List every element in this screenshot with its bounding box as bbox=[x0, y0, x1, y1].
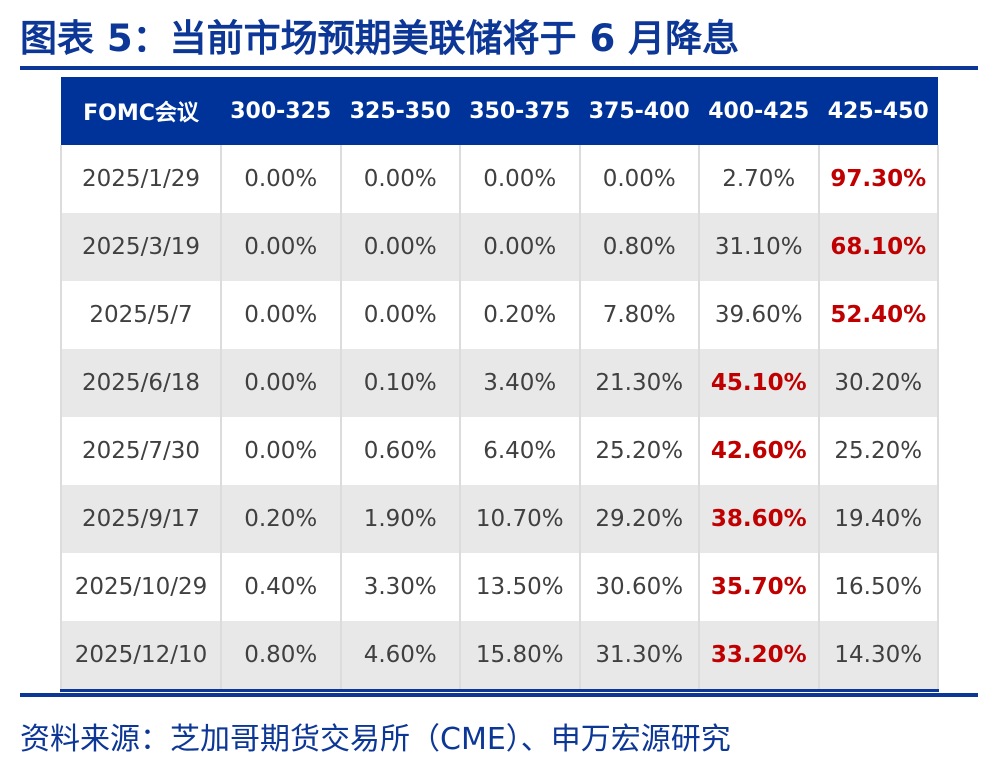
column-header-375-400: 375-400 bbox=[579, 77, 699, 145]
meeting-date: 2025/9/17 bbox=[60, 485, 221, 553]
highlighted-probability-cell: 45.10% bbox=[698, 349, 819, 417]
meeting-date: 2025/12/10 bbox=[60, 621, 221, 692]
meeting-date: 2025/5/7 bbox=[60, 281, 221, 349]
probability-cell: 0.00% bbox=[220, 417, 341, 485]
probability-cell: 6.40% bbox=[459, 417, 580, 485]
table-row: 2025/12/10 0.80% 4.60% 15.80% 31.30% 33.… bbox=[60, 621, 939, 692]
probability-cell: 15.80% bbox=[459, 621, 580, 692]
probability-cell: 29.20% bbox=[578, 485, 699, 553]
highlighted-probability-cell: 42.60% bbox=[698, 417, 819, 485]
probability-cell: 30.60% bbox=[578, 553, 699, 621]
probability-cell: 0.40% bbox=[220, 553, 341, 621]
table-row: 2025/9/17 0.20% 1.90% 10.70% 29.20% 38.6… bbox=[60, 485, 939, 553]
meeting-date: 2025/7/30 bbox=[60, 417, 221, 485]
probability-cell: 31.10% bbox=[698, 213, 819, 281]
meeting-date: 2025/3/19 bbox=[60, 213, 221, 281]
probability-cell: 7.80% bbox=[578, 281, 699, 349]
probability-cell: 13.50% bbox=[459, 553, 580, 621]
probability-cell: 0.00% bbox=[220, 213, 341, 281]
probability-cell: 0.00% bbox=[339, 145, 460, 213]
probability-cell: 0.00% bbox=[339, 281, 460, 349]
fomc-probability-table: FOMC会议 300-325 325-350 350-375 375-400 4… bbox=[60, 77, 939, 692]
source-note: 资料来源：芝加哥期货交易所（CME）、申万宏源研究 bbox=[20, 722, 731, 757]
probability-cell: 2.70% bbox=[698, 145, 819, 213]
probability-cell: 0.00% bbox=[459, 213, 580, 281]
highlighted-probability-cell: 38.60% bbox=[698, 485, 819, 553]
title-divider bbox=[20, 66, 978, 70]
probability-cell: 1.90% bbox=[339, 485, 460, 553]
probability-cell: 0.00% bbox=[339, 213, 460, 281]
table-row: 2025/3/19 0.00% 0.00% 0.00% 0.80% 31.10%… bbox=[60, 213, 939, 281]
probability-cell: 4.60% bbox=[339, 621, 460, 692]
probability-cell: 25.20% bbox=[817, 417, 939, 485]
table-row: 2025/5/7 0.00% 0.00% 0.20% 7.80% 39.60% … bbox=[60, 281, 939, 349]
footer-divider bbox=[20, 693, 978, 697]
table-row: 2025/1/29 0.00% 0.00% 0.00% 0.00% 2.70% … bbox=[60, 145, 939, 213]
column-header-425-450: 425-450 bbox=[818, 77, 938, 145]
probability-cell: 0.00% bbox=[459, 145, 580, 213]
probability-cell: 0.60% bbox=[339, 417, 460, 485]
probability-cell: 0.10% bbox=[339, 349, 460, 417]
probability-cell: 0.00% bbox=[220, 145, 341, 213]
highlighted-probability-cell: 33.20% bbox=[698, 621, 819, 692]
probability-cell: 30.20% bbox=[817, 349, 939, 417]
table-header-row: FOMC会议 300-325 325-350 350-375 375-400 4… bbox=[61, 77, 938, 145]
probability-cell: 31.30% bbox=[578, 621, 699, 692]
probability-cell: 0.80% bbox=[578, 213, 699, 281]
column-header-325-350: 325-350 bbox=[340, 77, 460, 145]
probability-cell: 0.00% bbox=[220, 349, 341, 417]
probability-cell: 25.20% bbox=[578, 417, 699, 485]
meeting-date: 2025/1/29 bbox=[60, 145, 221, 213]
probability-cell: 0.80% bbox=[220, 621, 341, 692]
probability-cell: 3.40% bbox=[459, 349, 580, 417]
probability-cell: 0.00% bbox=[220, 281, 341, 349]
probability-cell: 16.50% bbox=[817, 553, 939, 621]
column-header-300-325: 300-325 bbox=[221, 77, 341, 145]
probability-cell: 0.20% bbox=[220, 485, 341, 553]
highlighted-probability-cell: 97.30% bbox=[817, 145, 939, 213]
table-row: 2025/10/29 0.40% 3.30% 13.50% 30.60% 35.… bbox=[60, 553, 939, 621]
probability-cell: 3.30% bbox=[339, 553, 460, 621]
highlighted-probability-cell: 52.40% bbox=[817, 281, 939, 349]
highlighted-probability-cell: 68.10% bbox=[817, 213, 939, 281]
meeting-date: 2025/6/18 bbox=[60, 349, 221, 417]
figure-title: 图表 5：当前市场预期美联储将于 6 月降息 bbox=[20, 17, 740, 60]
probability-cell: 0.20% bbox=[459, 281, 580, 349]
probability-cell: 14.30% bbox=[817, 621, 939, 692]
table-row: 2025/6/18 0.00% 0.10% 3.40% 21.30% 45.10… bbox=[60, 349, 939, 417]
probability-cell: 19.40% bbox=[817, 485, 939, 553]
column-header-400-425: 400-425 bbox=[699, 77, 819, 145]
column-header-meeting: FOMC会议 bbox=[61, 77, 221, 145]
column-header-350-375: 350-375 bbox=[460, 77, 580, 145]
highlighted-probability-cell: 35.70% bbox=[698, 553, 819, 621]
probability-cell: 10.70% bbox=[459, 485, 580, 553]
probability-cell: 39.60% bbox=[698, 281, 819, 349]
table-row: 2025/7/30 0.00% 0.60% 6.40% 25.20% 42.60… bbox=[60, 417, 939, 485]
probability-cell: 21.30% bbox=[578, 349, 699, 417]
meeting-date: 2025/10/29 bbox=[60, 553, 221, 621]
probability-cell: 0.00% bbox=[578, 145, 699, 213]
